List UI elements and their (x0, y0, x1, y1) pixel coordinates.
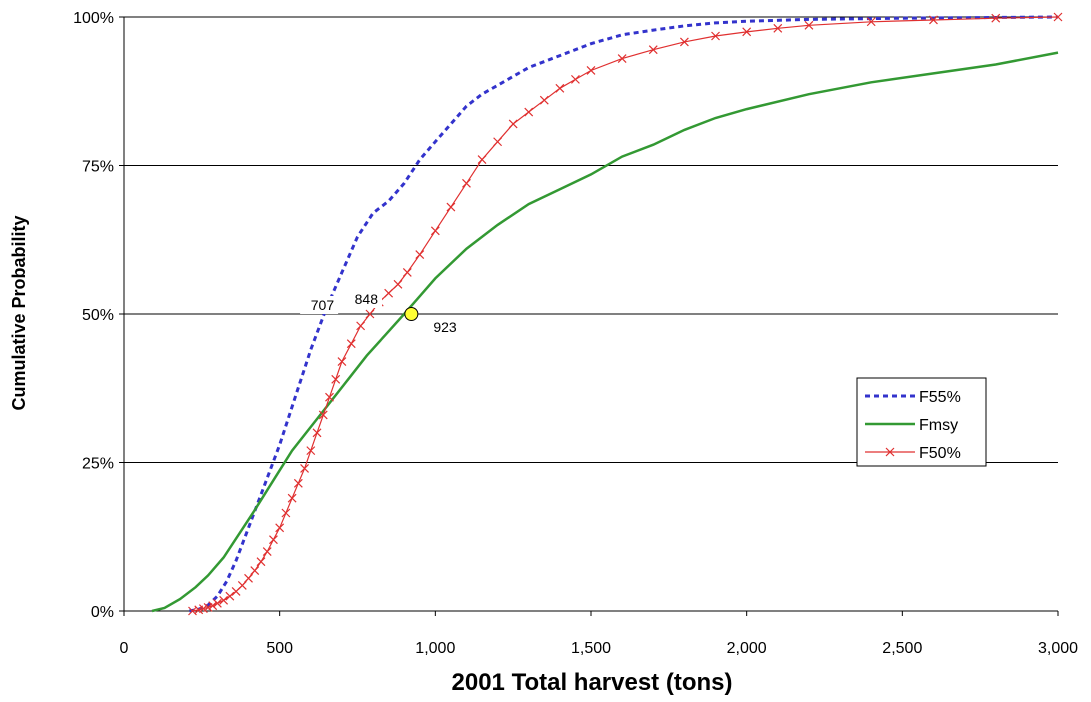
series-marker-2 (250, 566, 260, 576)
series-marker-2 (477, 155, 487, 164)
axes (119, 16, 1059, 616)
x-tick-label: 2,500 (882, 640, 922, 657)
series-marker-2 (212, 598, 222, 608)
series-marker-2 (648, 45, 658, 55)
x-tick-label: 0 (120, 640, 129, 657)
median-marker (404, 307, 419, 321)
series-marker-2 (991, 13, 1001, 23)
y-tick-label: 100% (73, 10, 114, 27)
series-marker-2 (586, 66, 596, 75)
annotation-label: 707 (311, 297, 335, 313)
legend-label-2: F50% (919, 445, 961, 462)
legend-marker-2 (885, 447, 895, 457)
series-marker-2 (742, 27, 752, 37)
series-marker-2 (365, 309, 375, 319)
series-marker-2 (462, 178, 471, 188)
series-marker-2 (306, 446, 316, 456)
series-marker-2 (711, 31, 720, 41)
y-tick-label: 50% (82, 307, 114, 324)
series-marker-2 (384, 288, 394, 298)
series-marker-2 (393, 279, 403, 289)
series-marker-2 (293, 478, 303, 488)
y-tick-label: 0% (91, 604, 114, 621)
series-marker-2 (356, 321, 366, 331)
series-line-1 (151, 51, 1059, 613)
series-marker-2 (555, 83, 565, 93)
series-marker-2 (318, 410, 328, 420)
series-marker-2 (287, 493, 297, 503)
series-marker-2 (402, 267, 412, 277)
annotation-label: 848 (355, 291, 379, 307)
y-tick-label: 75% (82, 159, 114, 176)
series-layer (151, 12, 1063, 616)
legend-label-1: Fmsy (919, 417, 958, 434)
legend: F55% Fmsy F50% (856, 377, 987, 467)
series-marker-2 (300, 464, 309, 473)
series-marker-2 (679, 37, 689, 47)
series-marker-2 (493, 137, 503, 147)
series-marker-2 (430, 226, 440, 236)
series-marker-2 (337, 357, 347, 366)
x-tick-label: 2,000 (727, 640, 767, 657)
series-marker-2 (929, 15, 938, 25)
series-marker-2 (617, 54, 627, 64)
series-marker-2 (256, 557, 266, 567)
y-axis-label: Cumulative Probability (9, 215, 29, 410)
series-line-0 (189, 15, 1059, 613)
y-tick-label: 25% (82, 456, 114, 473)
series-marker-2 (331, 374, 341, 384)
series-marker-2 (219, 595, 229, 605)
series-marker-2 (866, 17, 876, 27)
series-marker-2 (1053, 12, 1063, 22)
series-marker-2 (262, 547, 272, 557)
annotation-background (300, 296, 339, 314)
series-marker-2 (275, 523, 285, 533)
series-marker-2 (571, 74, 580, 84)
series-marker-2 (244, 573, 253, 583)
x-tick-label: 500 (266, 640, 293, 657)
annotation-background (430, 318, 469, 336)
series-marker-2 (346, 339, 356, 349)
series-marker-2 (269, 535, 278, 545)
series-marker-2 (508, 119, 518, 129)
series-marker-2 (446, 202, 456, 212)
series-marker-2 (325, 392, 334, 402)
x-tick-label: 3,000 (1038, 640, 1078, 657)
x-axis-label: 2001 Total harvest (tons) (452, 669, 733, 696)
annotation-label: 923 (433, 319, 457, 335)
series-marker-2 (539, 95, 549, 105)
series-marker-2 (281, 508, 291, 518)
x-tick-label: 1,500 (571, 640, 611, 657)
series-marker-2 (804, 20, 814, 30)
legend-label-0: F55% (919, 389, 961, 406)
series-marker-2 (312, 428, 322, 438)
annotations: 707 848 923 (300, 290, 469, 336)
series-marker-2 (203, 603, 213, 612)
series-marker-2 (773, 23, 783, 33)
series-marker-2 (208, 601, 218, 611)
series-marker-2 (415, 250, 425, 260)
tick-labels: 0% 25% 50% 75% 100% 0 500 1,000 1,500 2,000 2,500 3… (73, 10, 1078, 657)
series-marker-2 (237, 581, 247, 590)
series-marker-2 (524, 107, 534, 117)
annotation-background (344, 290, 383, 308)
x-tick-label: 1,000 (415, 640, 455, 657)
legend-box (856, 377, 987, 467)
series-marker-2 (225, 591, 235, 601)
